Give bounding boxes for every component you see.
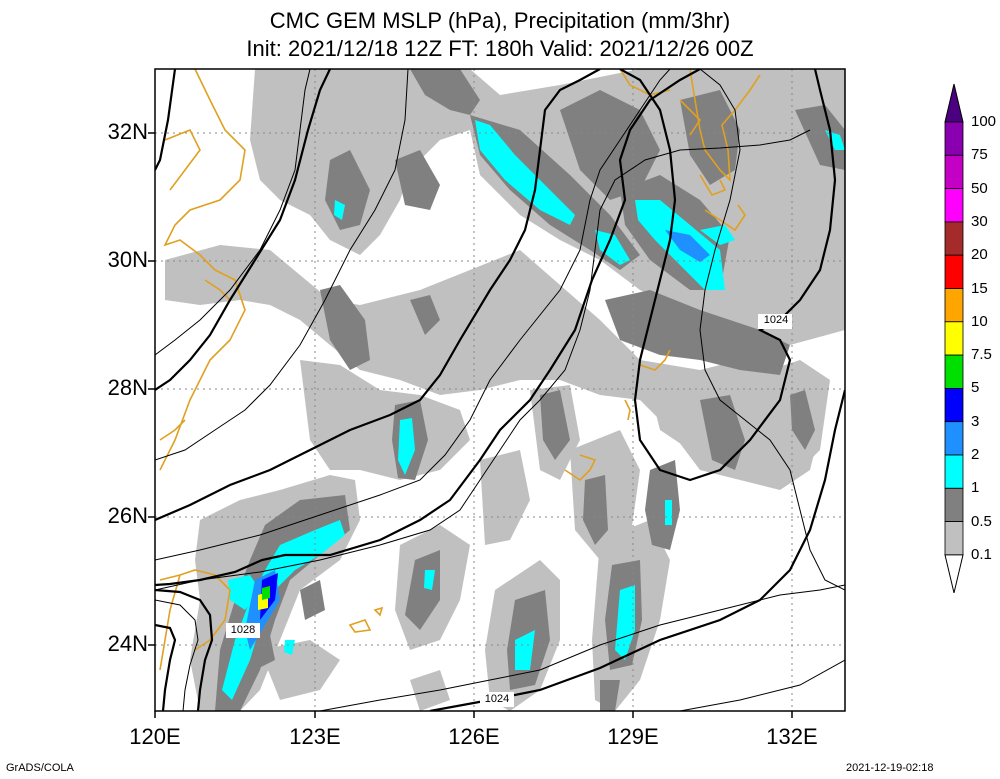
- lon-label: 132E: [766, 724, 818, 749]
- isobars: [155, 69, 845, 711]
- footer-credit: GrADS/COLA: [6, 762, 74, 774]
- colorbar-swatch: [944, 454, 964, 489]
- colorbar-swatch: [944, 321, 964, 356]
- colorbar-label: 75: [971, 146, 988, 164]
- colorbar-label: 2: [971, 446, 980, 463]
- colorbar-swatch: [944, 121, 964, 156]
- isobar-label-box: [226, 623, 260, 638]
- colorbar-top-arrow: [944, 83, 964, 123]
- lat-label: 24N: [107, 631, 148, 656]
- colorbar-label: 100: [971, 113, 997, 130]
- isobar-label-box: [480, 692, 514, 707]
- colorbar-swatch: [944, 487, 964, 522]
- colorbar-label: 7.5: [971, 346, 992, 364]
- colorbar-label: 3: [971, 412, 980, 430]
- isobar-label: 1028: [230, 624, 256, 636]
- isobar-labels: [226, 314, 792, 707]
- colorbar: [944, 83, 964, 594]
- colorbar-label: 5: [971, 379, 980, 397]
- colorbar-label: 30: [971, 212, 988, 230]
- colorbar-swatch: [944, 221, 964, 256]
- lon-label: 123E: [289, 724, 341, 749]
- coastlines: [159, 69, 761, 671]
- colorbar-label: 0.1: [971, 545, 992, 563]
- colorbar-swatch: [944, 254, 964, 289]
- colorbar-label: 15: [971, 279, 988, 297]
- chart-title: CMC GEM MSLP (hPa), Precipitation (mm/3h…: [269, 8, 731, 33]
- lat-label: 28N: [107, 375, 148, 400]
- colorbar-label: 1: [971, 479, 980, 497]
- colorbar-swatch: [944, 521, 964, 556]
- colorbar-swatch: [944, 154, 964, 190]
- colorbar-swatch: [944, 354, 964, 389]
- axis-ticks: [148, 132, 793, 718]
- colorbar-swatch: [944, 421, 964, 456]
- graticule: [155, 69, 845, 711]
- footer-timestamp: 2021-12-19-02:18: [846, 762, 934, 774]
- lon-label: 120E: [129, 724, 181, 749]
- lat-label: 32N: [107, 119, 148, 144]
- colorbar-label: 50: [971, 179, 988, 197]
- isobar-label-box: [758, 314, 792, 329]
- lat-label: 26N: [107, 503, 148, 528]
- colorbar-swatch: [944, 188, 964, 223]
- colorbar-bottom-arrow: [944, 554, 964, 594]
- colorbar-swatch: [944, 387, 964, 423]
- colorbar-label: 20: [971, 246, 988, 264]
- lon-label: 126E: [448, 724, 500, 749]
- colorbar-swatch: [944, 288, 964, 323]
- precip-5mm-area: [262, 586, 270, 600]
- isobar-label: 1024: [763, 314, 789, 326]
- map-frame: [154, 68, 846, 712]
- colorbar-label: 0.5: [971, 512, 992, 530]
- lon-label: 129E: [607, 724, 659, 749]
- chart-subtitle: Init: 2021/12/18 12Z FT: 180h Valid: 202…: [246, 36, 754, 61]
- lat-label: 30N: [107, 247, 148, 272]
- isobar-label: 1024: [484, 693, 510, 705]
- colorbar-label: 10: [971, 312, 988, 330]
